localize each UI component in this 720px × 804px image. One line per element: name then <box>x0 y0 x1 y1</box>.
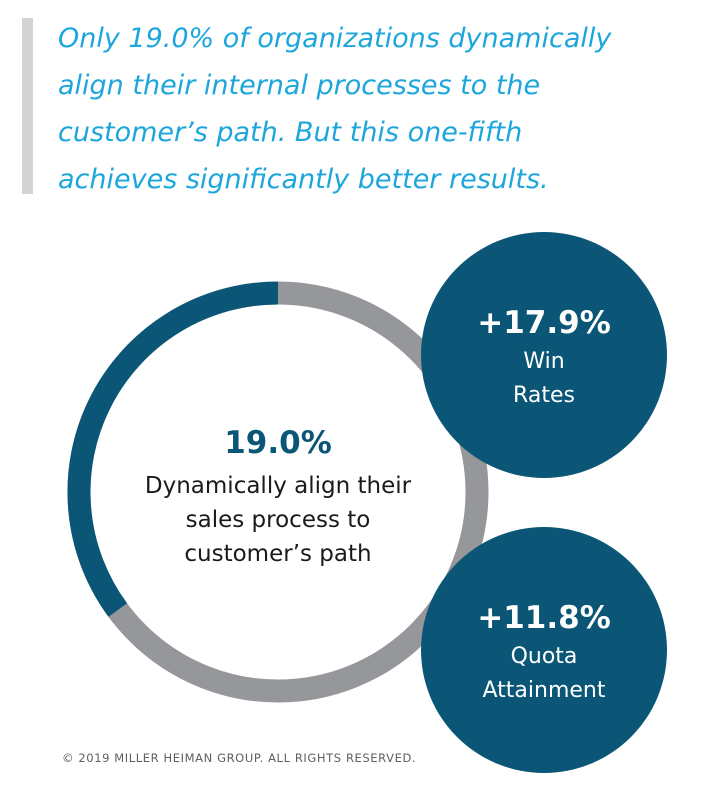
stat-label: Rates <box>513 383 575 408</box>
stats: +17.9% Win Rates +11.8% Quota Attainment <box>477 305 611 703</box>
headline-line: achieves significantly better results. <box>58 164 549 195</box>
headline-line: customer’s path. But this one-fifth <box>58 117 522 148</box>
center-label: sales process to <box>186 507 371 533</box>
headline: Only 19.0% of organizations dynamically a… <box>58 23 612 195</box>
center-label: customer’s path <box>184 541 371 567</box>
footer: © 2019 MILLER HEIMAN GROUP. ALL RIGHTS R… <box>62 751 416 765</box>
ring-highlight <box>67 281 279 617</box>
headline-line: Only 19.0% of organizations dynamically <box>58 23 612 54</box>
stat-label: Win <box>523 349 564 374</box>
stat-circle <box>421 527 667 773</box>
center-value: 19.0% <box>224 425 332 461</box>
stat-label: Quota <box>511 644 578 669</box>
center-text: 19.0% Dynamically align their sales proces… <box>145 425 412 567</box>
stat-circle <box>421 232 667 478</box>
stat-value: +17.9% <box>477 305 611 341</box>
stat-label: Attainment <box>483 678 606 703</box>
quote-bar <box>22 18 33 194</box>
headline-line: align their internal processes to the <box>58 70 540 101</box>
center-label: Dynamically align their <box>145 473 412 499</box>
stat-value: +11.8% <box>477 600 611 636</box>
